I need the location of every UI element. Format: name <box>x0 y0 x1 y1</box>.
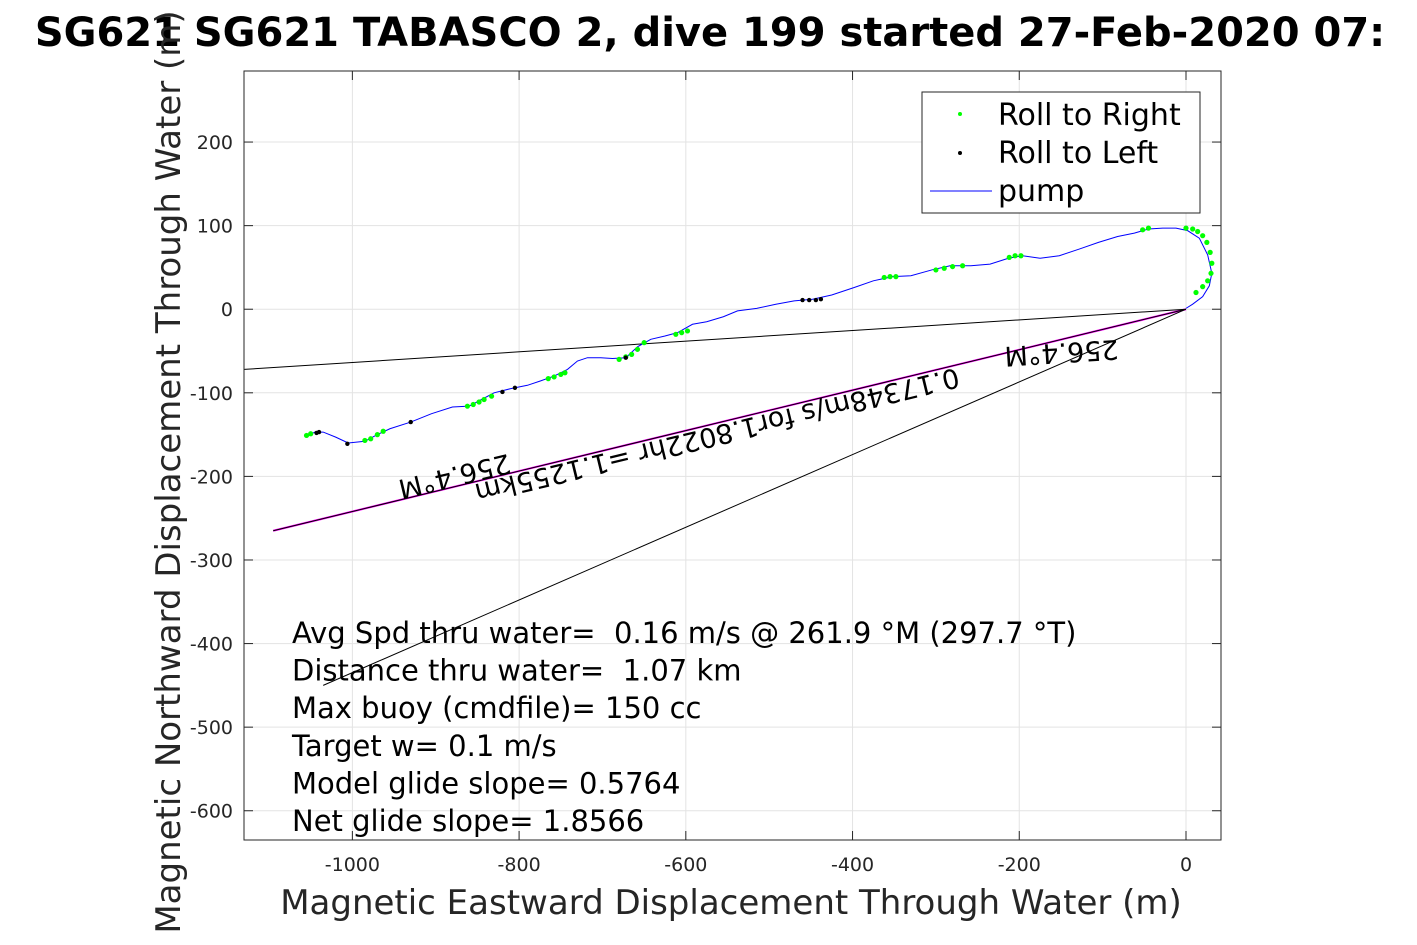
legend-label-pump: pump <box>998 174 1084 209</box>
legend-box <box>921 91 1201 214</box>
roll-right-point <box>673 331 679 337</box>
roll-right-point <box>1006 254 1012 260</box>
roll-right-point <box>1204 239 1210 245</box>
roll-right-point <box>1145 225 1152 231</box>
y-tick-label: -500 <box>190 717 233 739</box>
roll-right-point <box>941 265 947 271</box>
roll-right-point <box>1140 227 1146 233</box>
x-tick-label: -1000 <box>325 854 380 876</box>
annotation-line: Avg Spd thru water= 0.16 m/s @ 261.9 °M … <box>292 616 1076 650</box>
legend-marker-roll-right <box>958 112 962 116</box>
current-line-upper <box>244 308 1187 370</box>
roll-right-point <box>362 437 368 444</box>
roll-right-point <box>1183 225 1189 231</box>
y-tick-label: 200 <box>197 132 233 154</box>
x-tick-label: -800 <box>498 854 541 876</box>
annotation-line: Net glide slope= 1.8566 <box>292 804 644 838</box>
roll-right-point <box>887 274 893 280</box>
annotation-line: Distance thru water= 1.07 km <box>292 654 742 688</box>
y-tick-label: -600 <box>190 801 233 823</box>
roll-right-point <box>629 351 635 357</box>
roll-left-point <box>316 429 322 435</box>
roll-left-point <box>408 419 413 425</box>
legend-label-roll-right: Roll to Right <box>998 98 1181 133</box>
y-tick-label: -400 <box>190 634 233 656</box>
rotated-heading-label: 256.4°M <box>1004 333 1120 371</box>
roll-right-point <box>684 328 691 334</box>
roll-right-point <box>1195 228 1201 235</box>
x-tick-label: 0 <box>1180 854 1192 876</box>
roll-right-point <box>1018 253 1024 259</box>
roll-right-point <box>949 263 956 270</box>
roll-right-point <box>1200 284 1206 290</box>
x-tick-label: -200 <box>998 854 1041 876</box>
roll-right-point <box>1207 249 1213 255</box>
roll-right-point <box>368 436 374 442</box>
roll-right-point <box>464 403 471 409</box>
y-tick-label: 100 <box>197 216 233 238</box>
roll-left-point <box>500 389 505 395</box>
roll-right-point <box>562 370 568 376</box>
roll-right-point <box>641 340 647 346</box>
x-tick-label: -400 <box>831 854 874 876</box>
roll-right-point <box>1012 253 1018 259</box>
roll-right-point <box>481 396 487 403</box>
x-tick-label: -600 <box>664 854 707 876</box>
roll-right-point <box>488 393 495 399</box>
legend: Roll to Right Roll to Left pump <box>921 91 1201 214</box>
roll-right-point <box>380 428 386 434</box>
roll-right-point <box>470 401 476 408</box>
roll-left-point <box>623 355 628 360</box>
grid <box>244 71 1221 840</box>
roll-left-point <box>345 441 350 446</box>
y-axis-label: Magnetic Northward Displacement Through … <box>149 10 189 933</box>
roll-right-point <box>616 356 622 362</box>
ticks: -1000 -800 -600 -400 -200 0-600-500-400-300-2… <box>190 71 1221 876</box>
y-tick-label: -200 <box>190 466 233 488</box>
roll-right-point <box>308 431 314 437</box>
roll-right-point <box>1209 260 1215 266</box>
roll-right-point <box>374 432 380 438</box>
roll-left-point <box>818 296 824 302</box>
annotation-line: Max buoy (cmdfile)= 150 cc <box>292 691 701 725</box>
y-tick-label: 0 <box>221 299 233 321</box>
roll-right-point <box>1208 270 1214 276</box>
roll-right-point <box>476 399 482 405</box>
roll-left-point <box>512 385 518 390</box>
series <box>303 225 1215 446</box>
annotation-line: Model glide slope= 0.5764 <box>292 766 680 800</box>
roll-right-point <box>545 376 551 382</box>
roll-right-point <box>933 267 939 273</box>
x-axis-label: Magnetic Eastward Displacement Through W… <box>280 883 1182 923</box>
roll-right-point <box>1190 226 1196 232</box>
roll-right-point <box>558 371 564 378</box>
annotation-line: Target w= 0.1 m/s <box>291 729 557 763</box>
legend-marker-roll-left <box>958 151 962 155</box>
roll-right-point <box>881 274 887 281</box>
heading-line <box>273 308 1187 532</box>
roll-right-point <box>679 330 685 336</box>
chart-title: SG621 SG621 TABASCO 2, dive 199 started … <box>35 10 1385 56</box>
roll-right-point <box>634 346 641 352</box>
roll-right-point <box>551 374 557 380</box>
plot-frame <box>243 70 1222 841</box>
roll-right-point <box>959 263 966 269</box>
roll-left-point <box>806 297 812 303</box>
roll-right-point <box>303 432 310 439</box>
roll-right-point <box>1193 289 1199 296</box>
reference-lines <box>244 308 1187 686</box>
roll-left-point <box>813 297 819 303</box>
y-tick-label: -300 <box>190 550 233 572</box>
y-tick-label: -100 <box>190 383 233 405</box>
legend-label-roll-left: Roll to Left <box>998 136 1158 171</box>
annotation-block: Avg Spd thru water= 0.16 m/s @ 261.9 °M … <box>291 616 1076 838</box>
roll-right-point <box>893 274 899 280</box>
roll-right-point <box>1200 233 1206 239</box>
roll-right-point <box>1205 278 1211 284</box>
roll-left-point <box>800 297 805 303</box>
current-line-lower <box>322 308 1187 686</box>
